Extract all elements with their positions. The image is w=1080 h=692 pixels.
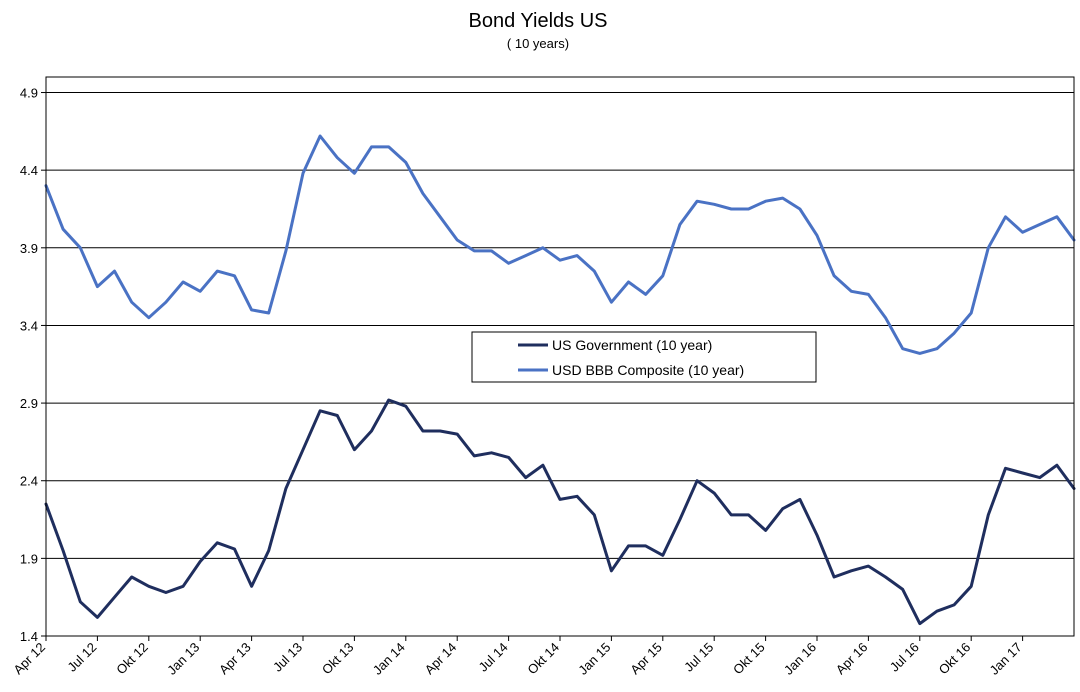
x-tick-label: Apr 15	[627, 640, 665, 678]
y-tick-label: 3.9	[20, 241, 38, 256]
x-tick-label: Apr 13	[216, 640, 254, 678]
chart-title: Bond Yields US	[469, 10, 608, 32]
legend: US Government (10 year) USD BBB Composit…	[471, 331, 817, 383]
series-lines	[44, 134, 1076, 626]
x-tick-label: Jul 13	[270, 640, 305, 675]
x-tick-label: Jul 15	[681, 640, 716, 675]
x-tick-label: Okt 16	[936, 640, 974, 678]
y-tick-label: 1.9	[20, 551, 38, 566]
x-tick-label: Apr 14	[422, 640, 460, 678]
y-axis-ticks: 1.4 1.9 2.4 2.9 3.4 3.9 4.4 4.9	[20, 86, 46, 644]
x-tick-label: Okt 12	[113, 640, 151, 678]
x-tick-label: Jan 17	[987, 640, 1025, 678]
y-tick-label: 4.4	[20, 163, 38, 178]
x-tick-label: Okt 15	[730, 640, 768, 678]
y-tick-label: 4.9	[20, 86, 38, 101]
series-line-us-government	[44, 398, 1076, 626]
legend-label-usd-bbb: USD BBB Composite (10 year)	[552, 362, 744, 378]
x-tick-label: Apr 12	[10, 640, 48, 678]
x-tick-label: Jan 14	[370, 640, 408, 678]
x-tick-label: Jan 13	[164, 640, 202, 678]
y-tick-label: 3.4	[20, 318, 38, 333]
legend-label-us-government: US Government (10 year)	[552, 337, 712, 353]
x-tick-label: Jul 16	[887, 640, 922, 675]
plot-frame	[45, 76, 1075, 637]
x-tick-label: Jul 14	[476, 640, 511, 675]
x-tick-label: Jan 16	[781, 640, 819, 678]
y-tick-label: 2.9	[20, 396, 38, 411]
y-tick-label: 1.4	[20, 629, 38, 644]
y-tick-label: 2.4	[20, 474, 38, 489]
x-tick-label: Jan 15	[575, 640, 613, 678]
x-tick-label: Okt 14	[524, 640, 562, 678]
chart-subtitle: ( 10 years)	[507, 36, 569, 51]
x-tick-label: Okt 13	[319, 640, 357, 678]
legend-box	[471, 331, 817, 383]
x-axis-ticks: Apr 12 Jul 12 Okt 12 Jan 13 Apr 13 Jul 13 Okt …	[10, 636, 1025, 678]
series-line-usd-bbb-composite	[44, 134, 1076, 355]
gridlines	[46, 92, 1074, 637]
x-tick-label: Apr 16	[833, 640, 871, 678]
x-tick-label: Jul 12	[64, 640, 99, 675]
